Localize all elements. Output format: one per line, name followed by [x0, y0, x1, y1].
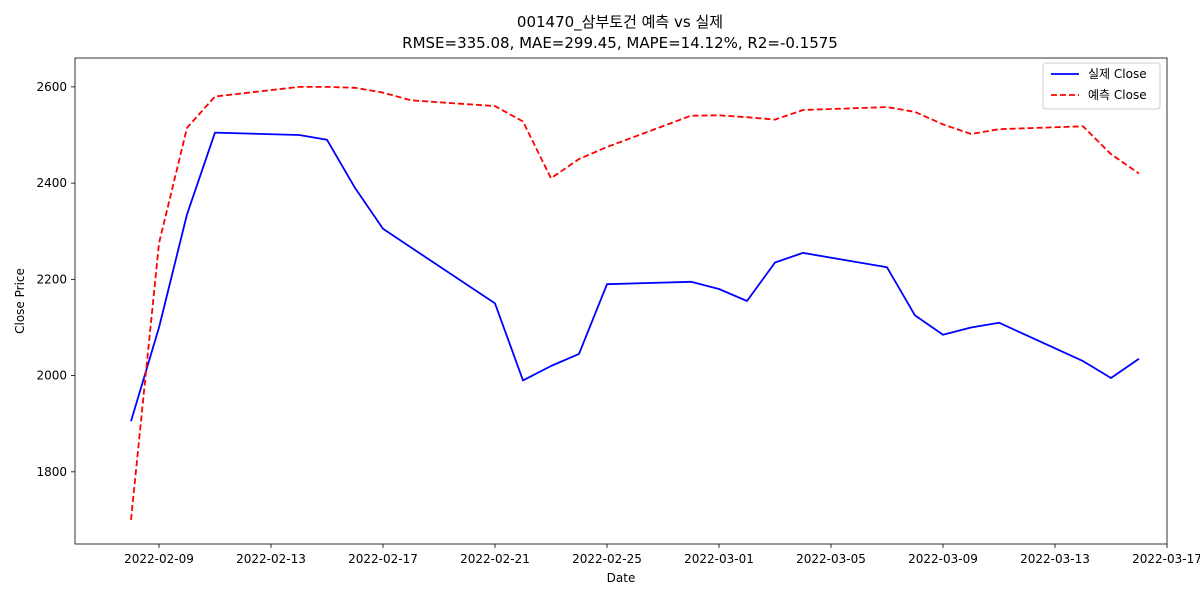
legend-label-predicted: 예측 Close: [1088, 88, 1147, 102]
x-tick-label-9: 2022-03-17: [1132, 552, 1200, 566]
x-tick-label-1: 2022-02-13: [236, 552, 306, 566]
chart-title: 001470_삼부토건 예측 vs 실제: [517, 13, 723, 32]
x-tick-label-6: 2022-03-05: [796, 552, 866, 566]
chart-subtitle: RMSE=335.08, MAE=299.45, MAPE=14.12%, R2…: [402, 34, 838, 52]
y-axis-ticks: 1800 2000 2200 2400 2600: [36, 80, 75, 479]
y-tick-label-0: 1800: [36, 465, 67, 479]
x-tick-label-2: 2022-02-17: [348, 552, 418, 566]
series-line-1: [130, 86, 1140, 520]
x-tick-label-0: 2022-02-09: [124, 552, 194, 566]
series-layer: [130, 86, 1140, 520]
y-tick-label-1: 2000: [36, 369, 67, 383]
y-tick-label-3: 2400: [36, 176, 67, 190]
y-axis-label: Close Price: [13, 268, 27, 334]
legend-label-actual: 실제 Close: [1088, 67, 1147, 81]
x-tick-label-5: 2022-03-01: [684, 552, 754, 566]
x-tick-label-8: 2022-03-13: [1020, 552, 1090, 566]
x-tick-label-3: 2022-02-21: [460, 552, 530, 566]
x-tick-label-7: 2022-03-09: [908, 552, 978, 566]
x-axis-label: Date: [607, 571, 636, 585]
legend: 실제 Close 예측 Close: [1042, 62, 1161, 110]
x-tick-label-4: 2022-02-25: [572, 552, 642, 566]
y-tick-label-4: 2600: [36, 80, 67, 94]
series-line-0: [130, 131, 1140, 422]
x-axis-ticks: 2022-02-09 2022-02-13 2022-02-17 2022-02-21…: [124, 544, 1200, 566]
plot-frame: [74, 57, 1168, 545]
y-tick-label-2: 2200: [36, 272, 67, 286]
